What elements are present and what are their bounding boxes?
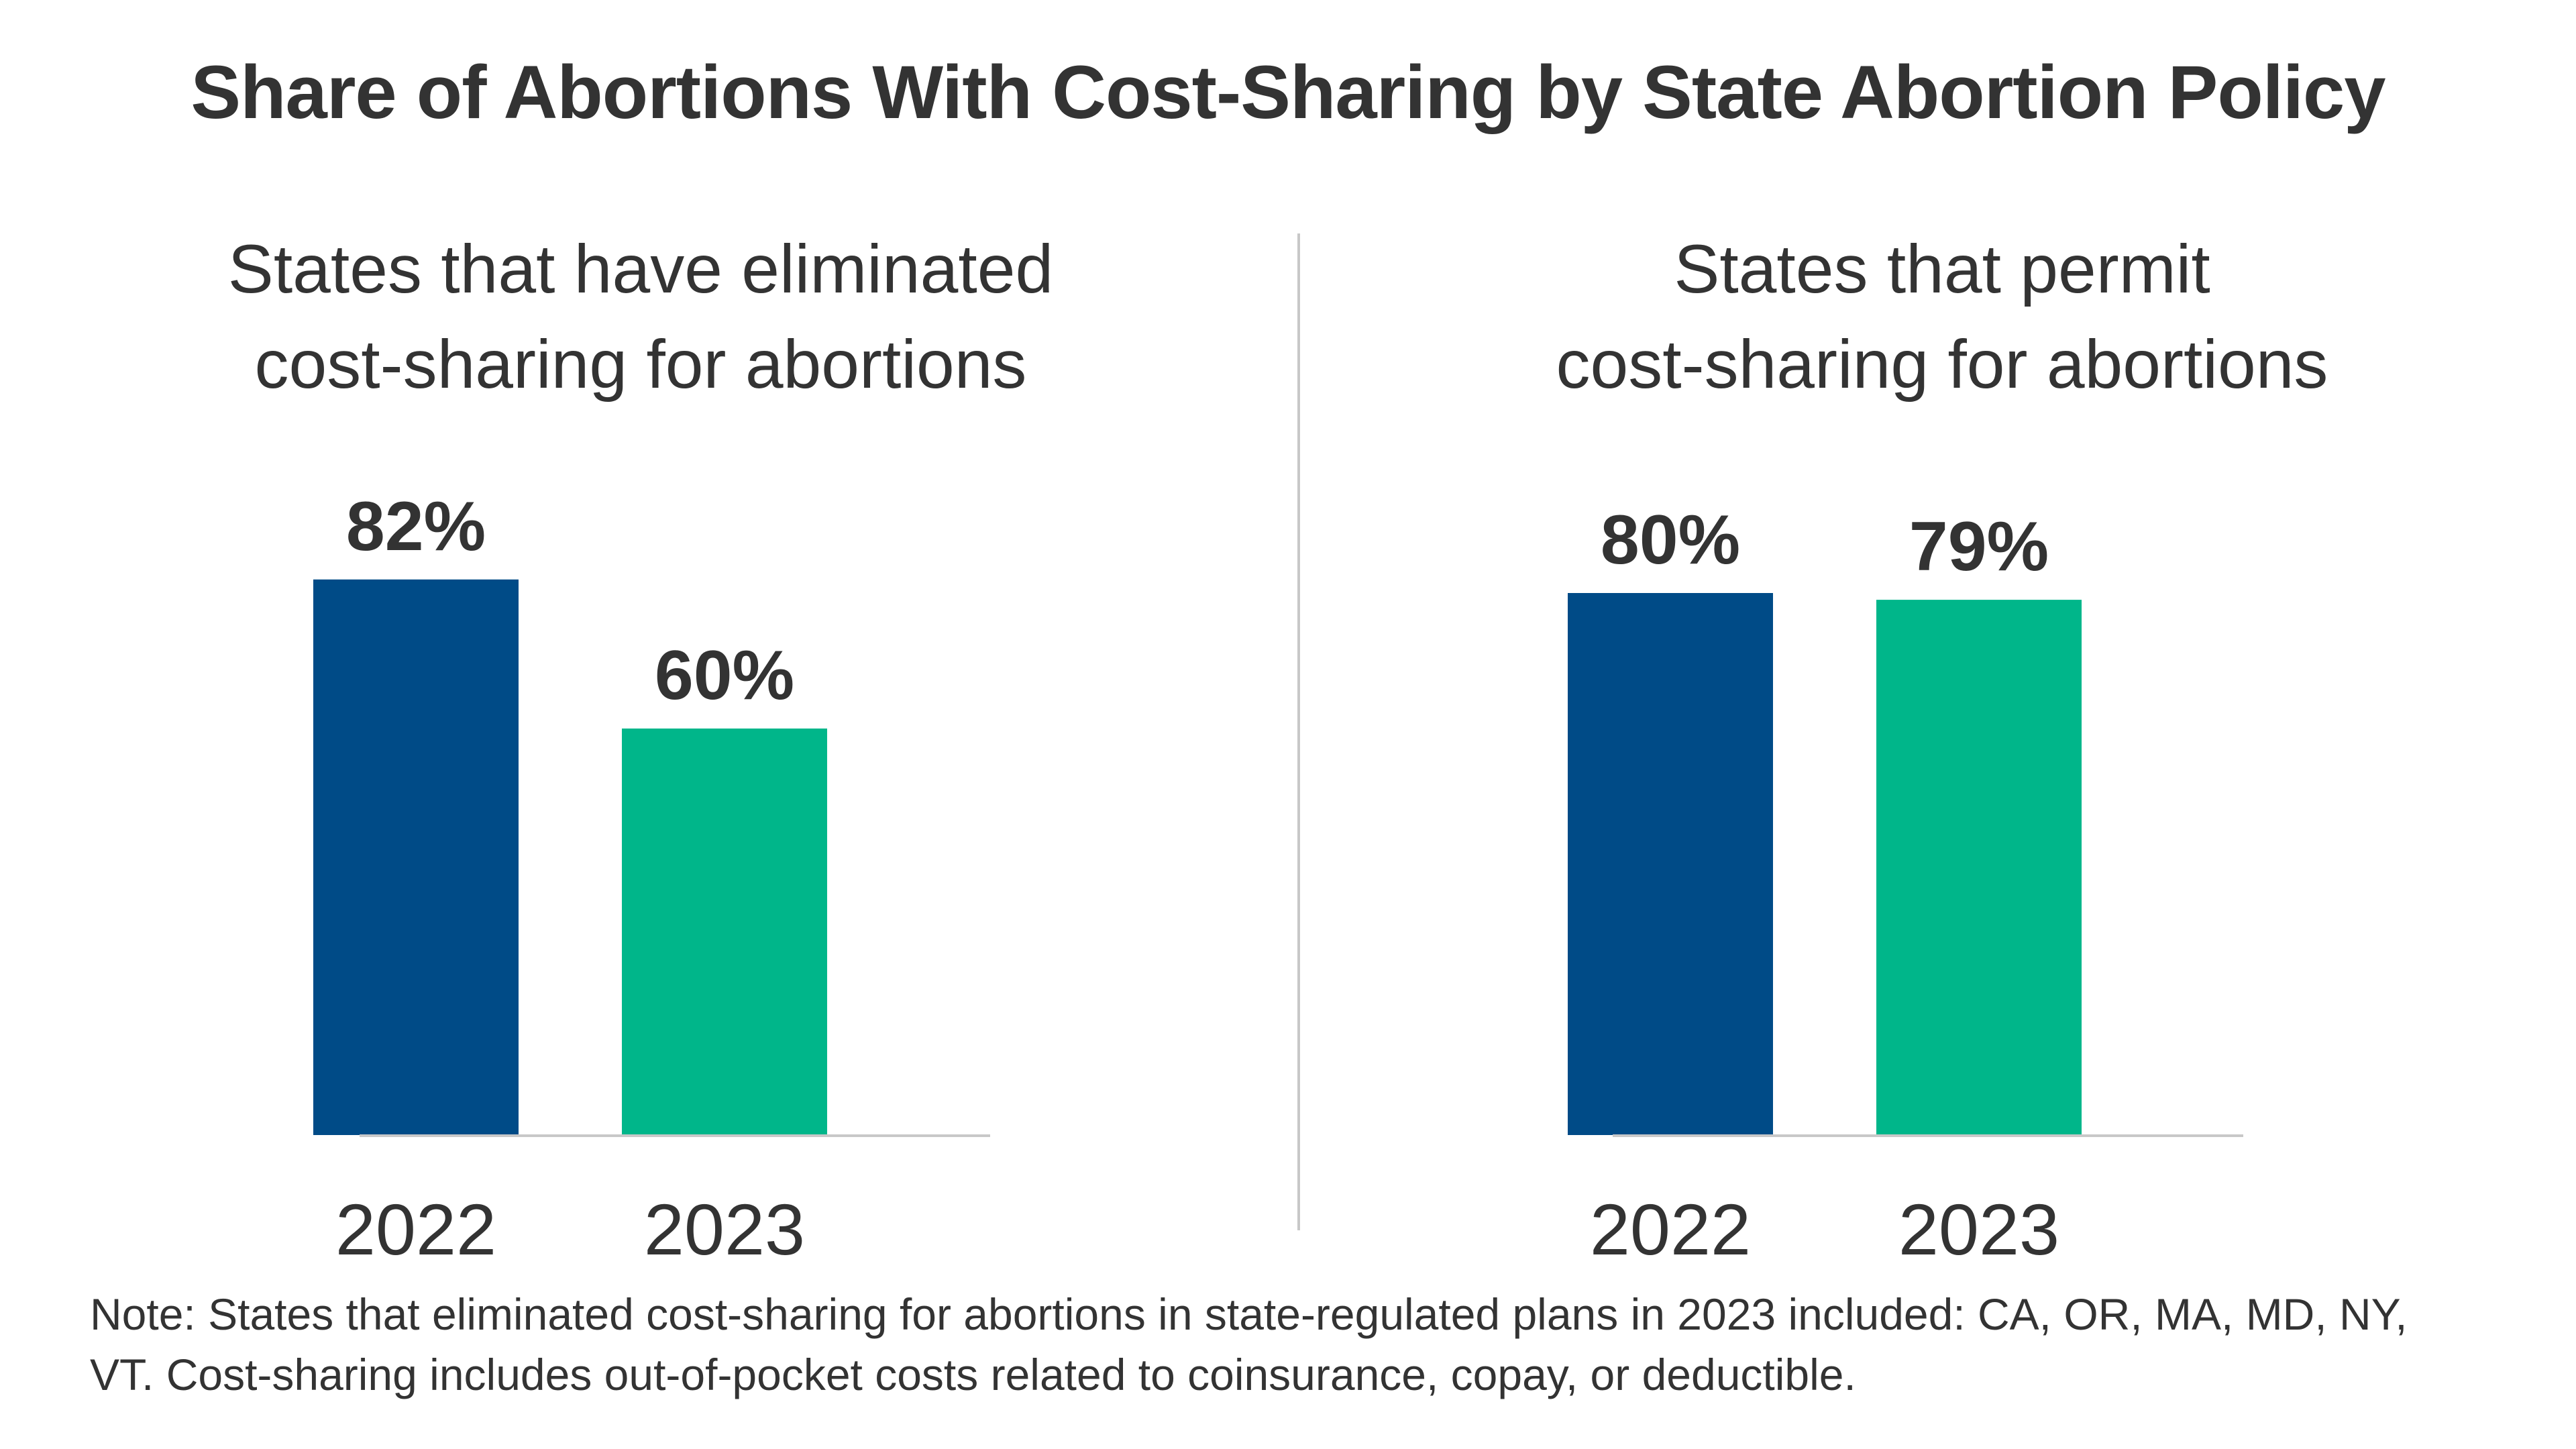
chart-panel-permit: States that permit cost-sharing for abor… — [1301, 221, 2576, 1270]
data-label-2023: 79% — [1909, 508, 2049, 586]
data-label-2022: 82% — [346, 488, 486, 566]
bar-2022 — [1568, 593, 1773, 1135]
footnote: Note: States that eliminated cost-sharin… — [90, 1284, 2505, 1405]
bar-chart-eliminated: 82% 2022 60% 2023 — [313, 488, 990, 1270]
bar-chart-permit: 80% 2022 79% 2023 — [1568, 501, 2243, 1270]
data-label-2023: 60% — [655, 637, 794, 714]
panel-title-line-1: States that have eliminated — [227, 231, 1054, 307]
bar-2022 — [313, 579, 519, 1135]
x-tick-label-2023: 2023 — [644, 1189, 805, 1270]
x-tick-label-2022: 2022 — [335, 1189, 496, 1270]
footnote-line-1: Note: States that eliminated cost-sharin… — [90, 1289, 2408, 1339]
footnote-line-2: VT. Cost-sharing includes out-of-pocket … — [90, 1350, 1856, 1399]
x-tick-label-2022: 2022 — [1590, 1189, 1751, 1270]
bar-2023 — [1876, 600, 2082, 1135]
bar-2023 — [622, 729, 827, 1135]
data-label-2022: 80% — [1601, 501, 1740, 579]
x-tick-label-2023: 2023 — [1898, 1189, 2059, 1270]
panel-title-permit: States that permit cost-sharing for abor… — [1301, 221, 2576, 412]
panel-title-eliminated: States that have eliminated cost-sharing… — [0, 221, 1281, 412]
panel-divider — [1297, 233, 1300, 1230]
panel-title-line-2: cost-sharing for abortions — [254, 326, 1027, 402]
chart-panel-eliminated: States that have eliminated cost-sharing… — [0, 221, 1281, 1270]
panel-title-line-2: cost-sharing for abortions — [1556, 326, 2328, 402]
panel-title-line-1: States that permit — [1674, 231, 2210, 307]
chart-title: Share of Abortions With Cost-Sharing by … — [191, 50, 2385, 134]
